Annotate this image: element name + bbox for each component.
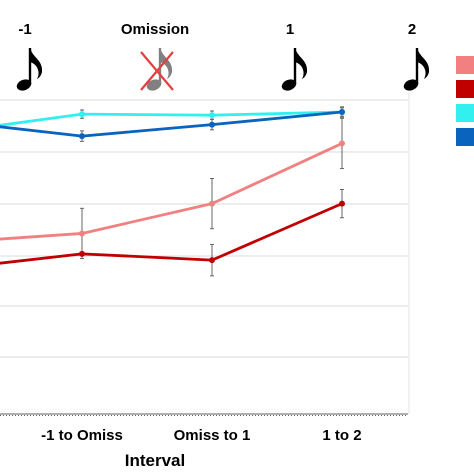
- note-flag: [295, 48, 308, 79]
- event-marker-label-3: 2: [408, 21, 416, 38]
- data-point-3-1: [79, 133, 85, 140]
- legend-swatch-3: [456, 128, 474, 146]
- note-flag: [30, 48, 43, 79]
- eighth-note-icon: [281, 48, 308, 91]
- x-tick-label-1: -1 to Omiss: [41, 427, 123, 444]
- note-head: [403, 79, 419, 91]
- series-line-0: [0, 142, 343, 241]
- legend-swatch-1: [456, 80, 474, 98]
- cross-line-b: [140, 51, 174, 91]
- event-marker-label-2: 1: [286, 21, 294, 38]
- series-line-3: [0, 110, 343, 138]
- data-point-1-2: [209, 257, 215, 264]
- data-point-3-2: [209, 121, 215, 128]
- legend-swatch-0: [456, 56, 474, 74]
- eighth-note-icon: [403, 48, 430, 91]
- data-point-2-1: [79, 111, 85, 118]
- note-flag: [417, 48, 430, 79]
- data-point-2-2: [209, 112, 215, 119]
- legend-swatch-2: [456, 104, 474, 122]
- eighth-note-icon: [16, 48, 43, 91]
- data-point-0-2: [209, 200, 215, 207]
- x-tick-label-3: 1 to 2: [322, 427, 361, 444]
- crossed-eighth-note-icon: [140, 48, 174, 91]
- data-point-0-1: [79, 230, 85, 237]
- note-head: [281, 79, 297, 91]
- event-marker-label-0: -1: [18, 21, 31, 38]
- event-marker-label-1: Omission: [121, 21, 189, 38]
- series-line-2: [0, 110, 343, 127]
- note-head: [16, 79, 32, 91]
- data-point-0-3: [339, 140, 345, 147]
- note-flag: [160, 48, 173, 79]
- data-point-3-3: [339, 109, 345, 116]
- data-point-1-1: [79, 250, 85, 257]
- x-axis-label: Interval: [125, 451, 185, 470]
- data-point-1-3: [339, 200, 345, 207]
- note-head: [146, 79, 162, 91]
- x-tick-label-2: Omiss to 1: [174, 427, 251, 444]
- series-line-1: [0, 202, 343, 265]
